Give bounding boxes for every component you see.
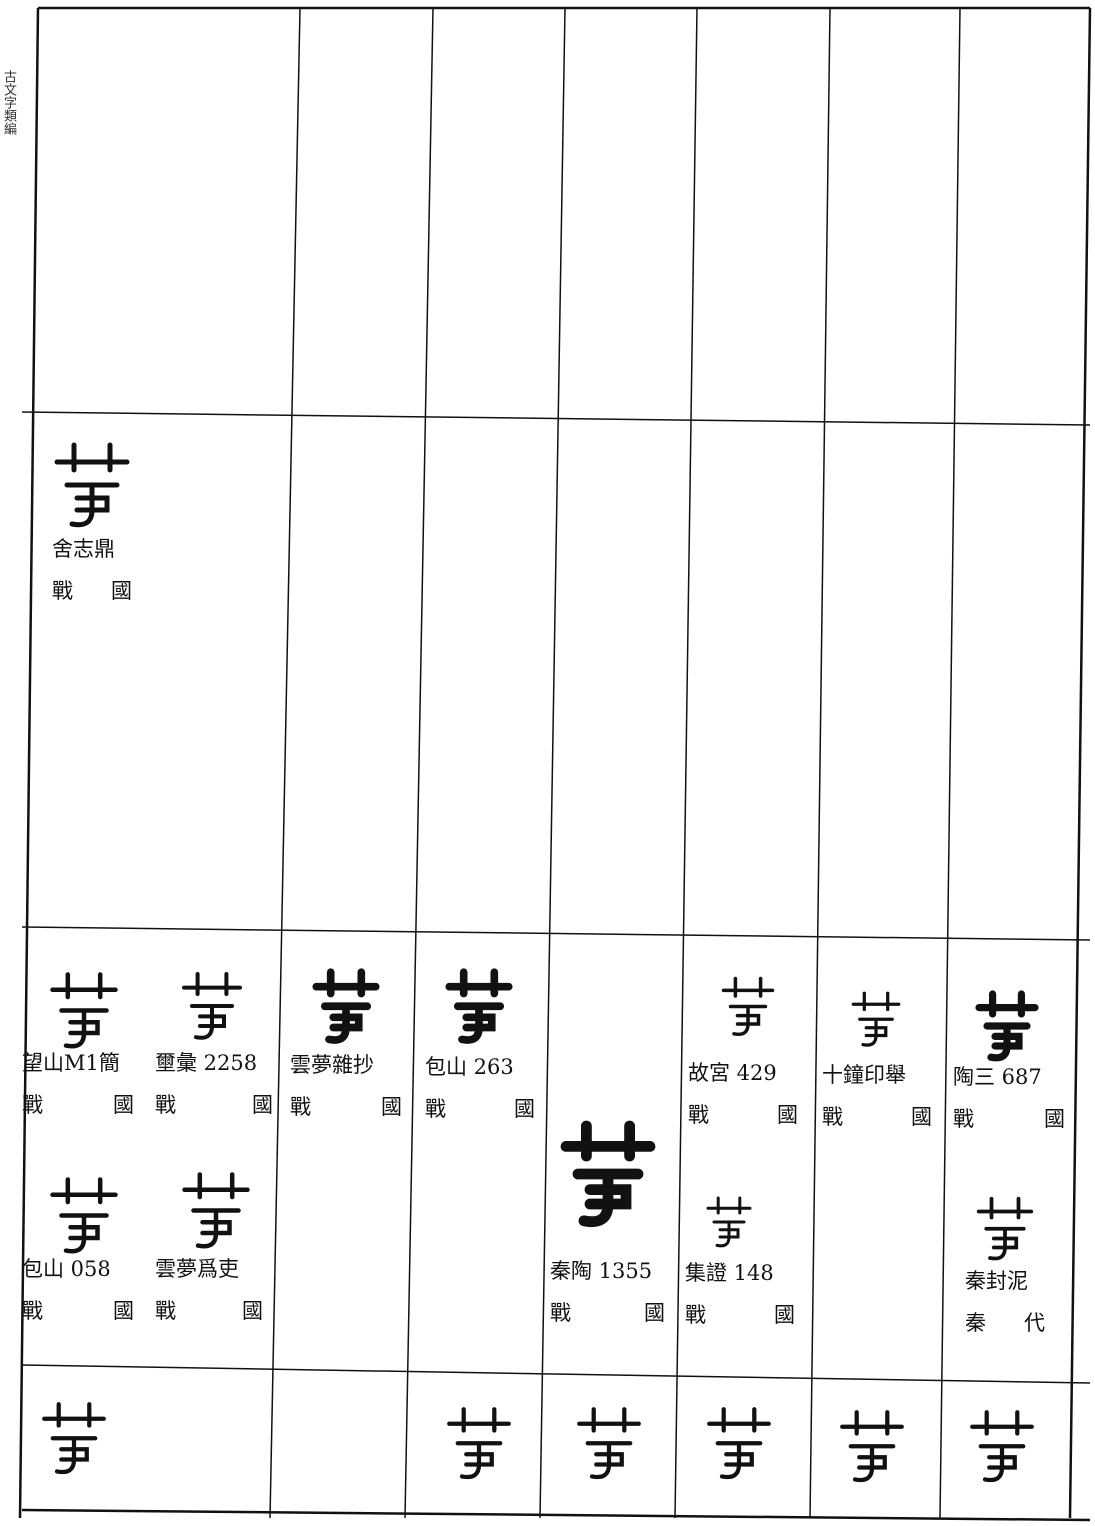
seal-glyph xyxy=(707,1407,771,1480)
seal-glyph xyxy=(447,1407,511,1480)
source: 望山M1簡 xyxy=(22,1051,120,1075)
entry: 陶三 687 戰國 xyxy=(953,1056,1065,1140)
period: 戰國 xyxy=(685,1303,795,1327)
seal-glyph xyxy=(182,972,243,1040)
glyph-stroke xyxy=(54,442,130,528)
seal-glyph xyxy=(721,976,775,1037)
glyph-stroke xyxy=(707,1407,771,1480)
period: 秦代 xyxy=(965,1311,1045,1335)
seal-glyph xyxy=(851,991,901,1047)
seal-glyph xyxy=(312,968,380,1044)
glyph-stroke xyxy=(851,991,901,1047)
period: 戰國 xyxy=(22,1299,134,1323)
source: 舍志鼎 xyxy=(52,537,115,561)
period: 戰國 xyxy=(953,1107,1065,1131)
column-rule xyxy=(1068,7,1092,1519)
entry: 壐彙 2258 戰國 xyxy=(155,1042,273,1126)
entry: 故宮 429 戰國 xyxy=(688,1052,798,1136)
row-rule xyxy=(21,1364,1091,1384)
source: 雲夢爲吏 xyxy=(155,1257,239,1281)
seal-glyph xyxy=(975,990,1039,1062)
period: 戰國 xyxy=(425,1097,535,1121)
column-rule xyxy=(269,7,301,1519)
glyph-stroke xyxy=(976,1196,1034,1261)
column-rule xyxy=(404,7,434,1519)
source: 秦封泥 xyxy=(965,1269,1028,1293)
period: 戰國 xyxy=(155,1299,263,1323)
glyph-stroke xyxy=(182,972,243,1040)
source: 陶三 687 xyxy=(953,1065,1042,1089)
glyph-stroke xyxy=(560,1120,656,1227)
glyph-stroke xyxy=(970,1410,1034,1483)
entry: 包山 263 戰國 xyxy=(425,1046,535,1130)
entry: 望山M1簡戰國 xyxy=(22,1042,134,1126)
seal-glyph xyxy=(50,1177,118,1254)
period: 戰國 xyxy=(290,1095,402,1119)
glyph-stroke xyxy=(447,1407,511,1480)
seal-glyph xyxy=(560,1120,656,1227)
seal-glyph xyxy=(706,1196,752,1248)
source: 秦陶 1355 xyxy=(550,1259,653,1283)
seal-glyph xyxy=(54,442,130,528)
entry: 雲夢雜抄 戰國 xyxy=(290,1044,402,1128)
column-rule xyxy=(939,7,961,1519)
glyph-stroke xyxy=(840,1410,904,1483)
seal-glyph xyxy=(970,1410,1034,1483)
source: 集證 148 xyxy=(685,1261,774,1285)
column-rule xyxy=(18,7,40,1519)
glyph-stroke xyxy=(50,972,118,1049)
glyph-stroke xyxy=(975,990,1039,1062)
period: 戰國 xyxy=(688,1103,798,1127)
source: 十鐘印舉 xyxy=(822,1063,906,1087)
glyph-stroke xyxy=(50,1177,118,1254)
entry: 十鐘印舉 戰國 xyxy=(822,1054,932,1138)
seal-glyph xyxy=(840,1410,904,1483)
glyph-stroke xyxy=(42,1402,106,1475)
entry: 雲夢爲吏 戰國 xyxy=(155,1248,263,1332)
seal-glyph xyxy=(182,1172,250,1249)
glyph-stroke xyxy=(312,968,380,1044)
glyph-stroke xyxy=(577,1407,641,1480)
entry: 秦封泥 秦代 xyxy=(965,1260,1045,1344)
period: 戰國 xyxy=(550,1301,665,1325)
entry: 集證 148 戰國 xyxy=(685,1252,795,1336)
source: 故宮 429 xyxy=(688,1061,777,1085)
source: 包山 263 xyxy=(425,1055,514,1079)
period: 戰國 xyxy=(22,1093,134,1117)
seal-glyph xyxy=(577,1407,641,1480)
period: 戰國 xyxy=(822,1105,932,1129)
column-rule xyxy=(674,7,698,1519)
glyph-stroke xyxy=(445,968,513,1044)
seal-glyph xyxy=(50,972,118,1049)
seal-glyph xyxy=(42,1402,106,1475)
column-rule xyxy=(539,7,566,1519)
glyph-stroke xyxy=(706,1196,752,1248)
period: 戰國 xyxy=(155,1093,273,1117)
entry: 秦陶 1355 戰國 xyxy=(550,1250,665,1334)
source: 雲夢雜抄 xyxy=(290,1053,374,1077)
glyph-stroke xyxy=(721,976,775,1037)
seal-glyph xyxy=(445,968,513,1044)
period: 戰國 xyxy=(52,579,132,603)
row-rule xyxy=(21,926,1091,941)
source: 包山 058 xyxy=(22,1257,111,1281)
entry: 包山 058 戰國 xyxy=(22,1248,134,1332)
glyph-stroke xyxy=(182,1172,250,1249)
row-rule xyxy=(21,411,1091,426)
source: 壐彙 2258 xyxy=(155,1051,258,1075)
row-rule xyxy=(21,1508,1091,1522)
seal-glyph xyxy=(976,1196,1034,1261)
margin-label: 古文字類編 xyxy=(1,70,16,135)
entry: 舍志鼎 戰國 xyxy=(52,528,132,612)
column-rule xyxy=(809,7,831,1519)
